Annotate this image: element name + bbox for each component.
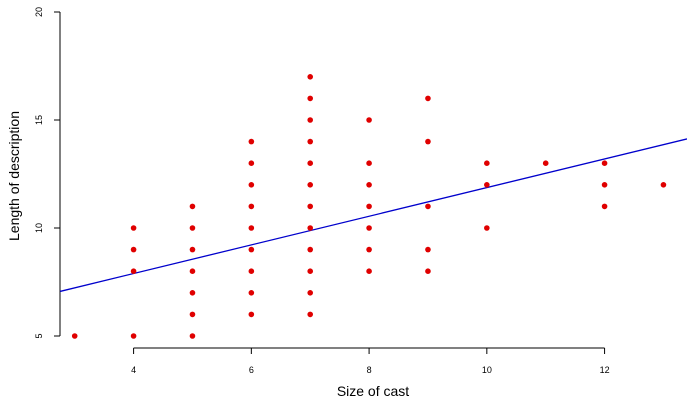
- data-point: [189, 290, 196, 296]
- data-point: [601, 182, 608, 188]
- y-axis-title: Length of description: [6, 111, 22, 241]
- data-point: [248, 246, 255, 253]
- data-point: [71, 333, 78, 339]
- data-point: [130, 333, 137, 339]
- regression-line: [59, 138, 687, 293]
- data-point: [307, 311, 314, 318]
- data-point: [307, 117, 314, 123]
- x-tick-label: 10: [482, 365, 492, 375]
- data-point: [542, 160, 549, 166]
- y-tick-label: 10: [34, 223, 44, 233]
- x-tick-label: 12: [600, 365, 610, 375]
- data-point: [366, 203, 372, 210]
- data-points: [71, 74, 667, 339]
- data-point: [307, 95, 314, 102]
- data-point: [307, 246, 314, 253]
- y-tick-label: 5: [34, 333, 44, 338]
- data-point: [189, 311, 196, 318]
- data-point: [366, 160, 372, 166]
- data-point: [307, 160, 314, 166]
- regression-line-group: [59, 138, 687, 293]
- data-point: [484, 160, 490, 166]
- data-point: [366, 246, 372, 253]
- data-point: [248, 203, 255, 210]
- data-point: [425, 203, 431, 210]
- data-point: [425, 95, 431, 102]
- data-point: [189, 246, 196, 253]
- data-point: [425, 246, 431, 253]
- axes: 4 6 8 10 12 5 10 15 20: [34, 7, 610, 375]
- data-point: [130, 246, 137, 253]
- data-point: [484, 182, 490, 188]
- data-point: [425, 268, 431, 275]
- data-point: [307, 290, 314, 296]
- data-point: [130, 225, 137, 231]
- data-point: [307, 138, 314, 145]
- data-point: [248, 182, 255, 188]
- data-point: [307, 225, 314, 231]
- data-point: [189, 333, 196, 339]
- data-point: [307, 182, 314, 188]
- data-point: [660, 182, 667, 188]
- data-point: [601, 203, 608, 210]
- x-axis-title: Size of cast: [337, 383, 409, 399]
- data-point: [248, 160, 255, 166]
- data-point: [189, 203, 196, 210]
- data-point: [130, 268, 137, 275]
- data-point: [425, 138, 431, 145]
- data-point: [484, 225, 490, 231]
- y-tick-label: 20: [34, 7, 44, 17]
- data-point: [248, 290, 255, 296]
- data-point: [366, 225, 372, 231]
- data-point: [248, 138, 255, 145]
- data-point: [307, 74, 314, 80]
- data-point: [248, 268, 255, 275]
- x-tick-label: 6: [249, 365, 254, 375]
- data-point: [366, 268, 372, 275]
- data-point: [248, 311, 255, 318]
- data-point: [366, 182, 372, 188]
- data-point: [248, 225, 255, 231]
- data-point: [189, 225, 196, 231]
- data-point: [307, 203, 314, 210]
- data-point: [307, 268, 314, 275]
- data-point: [366, 117, 372, 123]
- data-point: [601, 160, 608, 166]
- x-tick-label: 4: [131, 365, 136, 375]
- y-tick-label: 15: [34, 115, 44, 125]
- x-tick-label: 8: [367, 365, 372, 375]
- data-point: [189, 268, 196, 275]
